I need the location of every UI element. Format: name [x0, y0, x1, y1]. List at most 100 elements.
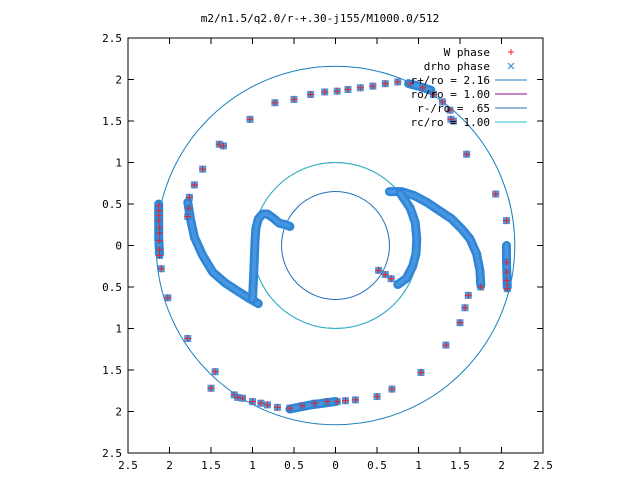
- phase-point: [290, 95, 298, 103]
- phase-point: [502, 268, 510, 276]
- phase-point: [190, 181, 198, 189]
- phase-point: [356, 84, 364, 92]
- phase-point: [502, 258, 510, 266]
- phase-point: [185, 193, 193, 201]
- x-tick-label: 2.5: [118, 459, 138, 472]
- y-tick-label: 1.5: [102, 364, 122, 377]
- phase-point: [271, 99, 279, 107]
- y-tick-label: 0: [115, 240, 122, 253]
- phase-point: [273, 403, 281, 411]
- phase-point: [185, 204, 193, 212]
- phase-point: [464, 291, 472, 299]
- phase-points: [155, 78, 511, 412]
- phase-point: [219, 142, 227, 150]
- y-tick-label: 0.5: [102, 198, 122, 211]
- phase-point: [286, 404, 294, 412]
- legend-label: drho phase: [424, 60, 490, 73]
- phase-point: [323, 398, 331, 406]
- x-tick-label: 0.5: [284, 459, 304, 472]
- phase-point: [211, 368, 219, 376]
- y-tick-label: 2: [115, 74, 122, 87]
- phase-point: [369, 82, 377, 90]
- phase-point: [394, 78, 402, 86]
- phase-point: [503, 285, 511, 293]
- y-tick-label: 2.5: [102, 447, 122, 460]
- phase-point: [341, 397, 349, 405]
- legend-label: r-/ro = .65: [417, 102, 490, 115]
- phase-point: [375, 266, 383, 274]
- x-tick-label: 1: [415, 459, 422, 472]
- x-tick-label: 1.5: [450, 459, 470, 472]
- chart-title: m2/n1.5/q2.0/r-+.30-j155/M1000.0/512: [201, 12, 439, 25]
- phase-point: [429, 90, 437, 98]
- circle-r-ring: [281, 191, 390, 300]
- phase-point: [156, 229, 164, 237]
- phase-point: [463, 150, 471, 158]
- phase-point: [442, 341, 450, 349]
- phase-point: [417, 368, 425, 376]
- phase-point: [184, 334, 192, 342]
- x-tick-label: 1: [249, 459, 256, 472]
- legend-label: r+/ro = 2.16: [411, 74, 490, 87]
- legend-x-swatch-b: [507, 62, 515, 70]
- phase-point: [164, 294, 172, 302]
- phase-point: [155, 217, 163, 225]
- phase-band-texture: [387, 189, 483, 288]
- phase-point: [249, 398, 256, 406]
- phase-point: [502, 217, 510, 225]
- phase-point: [344, 85, 352, 93]
- phase-point: [333, 398, 341, 406]
- phase-point: [298, 402, 306, 410]
- phase-band-texture: [395, 191, 419, 287]
- x-tick-label: 2.5: [533, 459, 553, 472]
- phase-point: [381, 271, 389, 279]
- phase-point: [439, 98, 447, 106]
- x-tick-label: 0.5: [367, 459, 387, 472]
- legend-label: W phase: [444, 46, 490, 59]
- phase-point: [492, 190, 500, 198]
- phase-point: [257, 399, 265, 407]
- phase-point: [156, 237, 164, 245]
- phase-point: [388, 385, 396, 393]
- phase-point: [446, 106, 454, 114]
- phase-point: [373, 393, 381, 401]
- phase-point: [447, 115, 455, 123]
- phase-point: [406, 80, 414, 88]
- phase-point: [461, 304, 469, 312]
- x-tick-label: 0: [332, 459, 339, 472]
- axes-group: 2.5 2 1.5 1 0.5 0 0.5 1 1.5 2 2.52.521.510.500.511…: [102, 32, 553, 472]
- phase-band-texture: [185, 200, 261, 306]
- phase-point: [157, 265, 165, 273]
- phase-point: [381, 80, 389, 88]
- phase-point: [419, 84, 427, 92]
- y-tick-label: 1: [115, 157, 122, 170]
- legend-label: rc/ro = 1.00: [411, 116, 490, 129]
- phase-point: [456, 319, 464, 327]
- phase-point: [246, 115, 254, 123]
- phase-point: [307, 90, 315, 98]
- phase-point: [333, 87, 341, 95]
- phase-point: [351, 396, 359, 404]
- x-tick-label: 1.5: [201, 459, 221, 472]
- y-tick-label: 2: [115, 406, 122, 419]
- y-tick-label: 1: [115, 323, 122, 336]
- phase-band-texture: [250, 212, 292, 302]
- phase-point: [387, 275, 395, 283]
- phase-point: [477, 283, 485, 291]
- phase-point: [321, 88, 329, 96]
- y-tick-label: 2.5: [102, 32, 122, 45]
- phase-point: [234, 393, 242, 401]
- phase-point: [156, 251, 164, 259]
- phase-point: [263, 401, 271, 409]
- y-tick-label: 1.5: [102, 115, 122, 128]
- phase-point: [184, 212, 192, 220]
- legend-label: ro/ro = 1.00: [411, 88, 490, 101]
- phase-point: [311, 399, 319, 407]
- y-tick-label: 0.5: [102, 281, 122, 294]
- x-tick-label: 2: [498, 459, 505, 472]
- x-tick-label: 2: [166, 459, 173, 472]
- phase-point: [199, 165, 207, 173]
- phase-point: [207, 384, 215, 392]
